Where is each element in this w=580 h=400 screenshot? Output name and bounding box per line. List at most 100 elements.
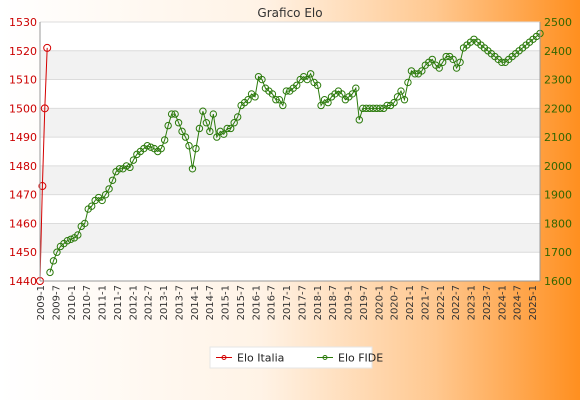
plot-band: [40, 137, 540, 166]
data-point: [223, 124, 231, 133]
right-tick-label: 2200: [544, 102, 572, 115]
right-tick-label: 2500: [544, 16, 572, 29]
data-point: [81, 219, 89, 228]
data-point: [227, 124, 235, 133]
x-tick-label: 2010-7: [82, 285, 93, 320]
right-tick-label: 2100: [544, 131, 572, 144]
x-tick-label: 2012-1: [128, 285, 139, 320]
data-point: [53, 248, 61, 256]
x-tick-label: 2023-1: [467, 285, 478, 320]
data-point: [272, 96, 280, 104]
data-point: [393, 93, 402, 101]
data-point: [167, 110, 176, 118]
left-tick-label: 1530: [9, 16, 37, 29]
x-tick-label: 2011-7: [113, 285, 124, 320]
x-tick-label: 2018-1: [313, 285, 324, 320]
data-point: [174, 119, 183, 127]
legend-label: Elo FIDE: [338, 352, 383, 365]
right-tick-label: 2300: [544, 74, 572, 87]
data-point: [157, 144, 165, 153]
data-point: [390, 98, 398, 107]
data-point: [400, 96, 409, 104]
data-point: [230, 119, 238, 127]
x-tick-label: 2021-1: [405, 285, 416, 320]
data-point: [338, 90, 346, 98]
data-point: [251, 93, 259, 101]
data-point: [49, 257, 58, 265]
x-tick-label: 2024-1: [497, 285, 508, 320]
data-point: [449, 55, 457, 64]
left-tick-label: 1470: [9, 189, 37, 202]
x-tick-label: 2019-7: [359, 285, 370, 320]
chart-title: Grafico Elo: [257, 6, 322, 20]
data-point: [63, 237, 72, 245]
data-point: [178, 127, 186, 136]
x-tick-label: 2024-7: [513, 285, 524, 320]
data-point: [233, 113, 242, 121]
x-tick-label: 2023-7: [482, 285, 493, 320]
data-point: [199, 107, 207, 115]
data-point: [383, 101, 391, 110]
x-tick-label: 2010-1: [67, 285, 78, 320]
data-point: [40, 104, 49, 113]
data-point: [498, 58, 506, 66]
plot-band: [40, 223, 540, 253]
data-point: [362, 104, 370, 113]
x-tick-label: 2020-1: [374, 285, 385, 320]
x-tick-label: 2025-1: [528, 285, 539, 320]
plot-band: [40, 108, 540, 138]
data-point: [313, 81, 322, 90]
data-point: [122, 162, 131, 170]
x-tick-label: 2016-1: [251, 285, 262, 320]
right-tick-label: 1800: [544, 217, 572, 230]
data-point: [38, 182, 47, 191]
data-point: [209, 110, 218, 118]
data-point: [258, 75, 266, 84]
legend-swatch-marker: [221, 355, 227, 360]
data-point: [348, 90, 357, 98]
left-tick-label: 1520: [9, 45, 37, 58]
left-tick-label: 1510: [9, 74, 37, 87]
plot-band: [40, 252, 540, 281]
left-tick-label: 1450: [9, 246, 37, 259]
series-line-0: [39, 47, 48, 282]
x-tick-label: 2015-7: [236, 285, 247, 320]
axes: 1440 1450 1460 1470 1480 1490 1500 1510 1520 1530…: [9, 16, 572, 320]
data-point: [202, 119, 211, 127]
plot-background: [40, 22, 540, 281]
data-point: [293, 81, 301, 90]
data-point: [67, 235, 75, 243]
data-point: [369, 104, 377, 113]
x-tick-label: 2014-1: [190, 285, 201, 320]
data-point: [418, 67, 426, 75]
legend: Elo Italia Elo FIDE: [209, 346, 383, 369]
data-point: [456, 58, 464, 66]
data-point: [206, 127, 214, 136]
data-point: [43, 43, 52, 52]
data-point: [268, 90, 277, 98]
data-point: [147, 143, 155, 151]
data-point: [171, 110, 179, 118]
data-point: [129, 156, 138, 164]
x-tick-label: 2009-1: [36, 285, 47, 320]
data-point: [108, 176, 117, 184]
legend-box: [209, 346, 373, 369]
series-layer: [36, 29, 544, 285]
data-point: [355, 116, 363, 124]
data-point: [404, 78, 412, 87]
right-tick-label: 1700: [544, 246, 572, 259]
x-tick-label: 2019-1: [344, 285, 355, 320]
plot-band: [40, 22, 540, 51]
data-point: [279, 101, 287, 110]
data-point: [188, 165, 197, 173]
left-tick-label: 1500: [9, 102, 37, 115]
data-point: [435, 64, 443, 72]
data-point: [74, 231, 82, 239]
plot-band: [40, 165, 540, 195]
legend-swatch-marker: [322, 355, 328, 360]
data-point: [220, 130, 228, 138]
x-tick-label: 2014-7: [205, 285, 216, 320]
x-tick-label: 2016-7: [267, 285, 278, 320]
data-point: [160, 136, 169, 144]
